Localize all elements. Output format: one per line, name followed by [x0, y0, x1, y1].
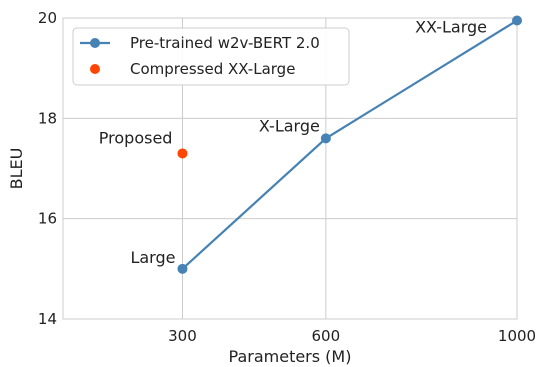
- point-annotation: XX-Large: [415, 18, 487, 37]
- legend: Pre-trained w2v-BERT 2.0 Compressed XX-La…: [72, 27, 350, 86]
- y-tick-label: 14: [38, 310, 57, 328]
- ticks: 300 600 1000 14 16 18 20: [38, 9, 536, 345]
- line-point: [320, 133, 331, 144]
- x-tick-label: 300: [168, 327, 197, 345]
- x-tick-label: 1000: [498, 327, 536, 345]
- y-tick-label: 18: [38, 109, 57, 127]
- scatter-point: [177, 148, 188, 159]
- legend-box: [72, 27, 350, 86]
- y-tick-label: 20: [38, 9, 57, 27]
- x-tick-label: 600: [312, 327, 341, 345]
- line-point: [512, 15, 522, 26]
- y-tick-label: 16: [38, 210, 57, 228]
- plot-frame: [62, 17, 518, 320]
- line-point: [177, 263, 188, 274]
- point-annotation: Large: [130, 248, 175, 267]
- y-axis-label: BLEU: [7, 148, 26, 190]
- legend-entry-label: Compressed XX-Large: [130, 60, 295, 78]
- series-layer: [177, 15, 522, 274]
- point-annotation: Proposed: [99, 128, 173, 147]
- x-axis-label: Parameters (M): [229, 347, 352, 366]
- point-annotation: X-Large: [259, 116, 320, 135]
- legend-marker: [90, 38, 100, 48]
- annotations: Large X-Large XX-Large Proposed: [99, 18, 487, 267]
- legend-entry-label: Pre-trained w2v-BERT 2.0: [130, 34, 320, 52]
- legend-marker: [90, 64, 100, 74]
